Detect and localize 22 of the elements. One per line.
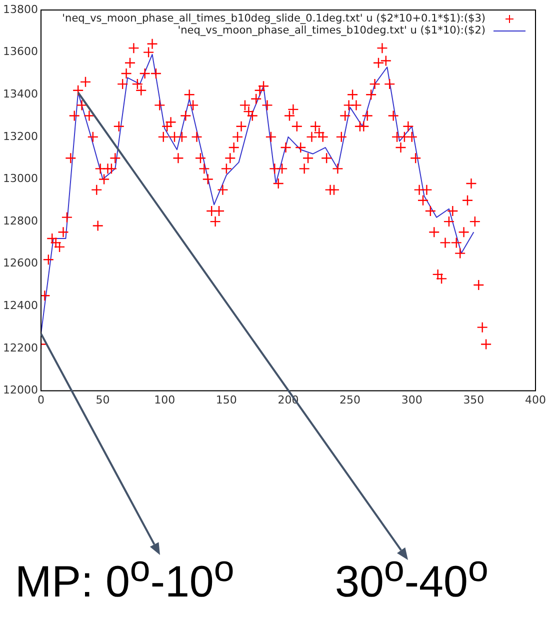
y-tick-label: 12400 xyxy=(2,299,38,312)
y-tick-label: 12200 xyxy=(2,341,38,354)
legend-label: 'neq_vs_moon_phase_all_times_b10deg_slide_0.1deg.txt' u ($2*10+0.1*$1):($3) xyxy=(62,12,486,25)
legend-label: 'neq_vs_moon_phase_all_times_b10deg.txt' u ($1*10):($2) xyxy=(178,24,486,37)
x-tick-label: 350 xyxy=(463,393,484,406)
y-tick-label: 12800 xyxy=(2,214,38,228)
y-tick-label: 12600 xyxy=(2,256,38,270)
y-tick-label: 13000 xyxy=(2,172,38,186)
y-tick-label: 13200 xyxy=(2,130,38,143)
annotation: 30$^{o}$-40$^{o}$ xyxy=(335,548,488,608)
y-tick-label: 13400 xyxy=(2,87,38,100)
x-tick-label: 100 xyxy=(154,393,176,406)
y-tick-label: 12000 xyxy=(2,384,38,397)
y-tick-label: 13600 xyxy=(2,45,38,58)
y-tick-label: 13800 xyxy=(2,2,38,16)
x-tick-label: 150 xyxy=(216,393,237,406)
x-tick-label: 300 xyxy=(401,393,422,406)
x-tick-label: 50 xyxy=(96,393,110,406)
x-tick-label: 250 xyxy=(340,393,361,406)
x-tick-label: 0 xyxy=(37,393,44,406)
annotation: MP: 0$^{o}$-10$^{o}$ xyxy=(15,548,234,608)
x-tick-label: 400 xyxy=(525,393,546,406)
